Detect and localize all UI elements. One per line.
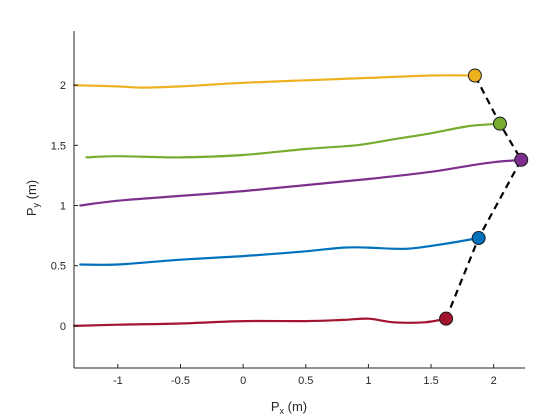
x-tick-label-4: 1 <box>365 375 371 387</box>
series-endpoint-3 <box>514 152 529 167</box>
x-tick-label-3: 0.5 <box>298 375 313 387</box>
y-tick-label-1: 0.5 <box>51 261 66 273</box>
y-tick-label-4: 2 <box>60 80 66 92</box>
endpoint-connector-line <box>445 74 523 320</box>
series-endpoint-5 <box>467 68 482 83</box>
series-line-3 <box>79 158 523 207</box>
x-tick-label-0: -1 <box>113 375 123 387</box>
x-tick-label-5: 1.5 <box>423 375 438 387</box>
series-line-2 <box>79 236 480 266</box>
connector-layer <box>445 74 523 320</box>
y-tick-label-0: 0 <box>60 321 66 333</box>
series-line-4 <box>85 122 501 159</box>
series-line-5 <box>72 74 476 89</box>
series-endpoint-1 <box>439 311 454 326</box>
series-endpoint-4 <box>492 116 507 131</box>
y-axis-title: Py (m) <box>24 180 41 216</box>
y-tick-label-2: 1 <box>60 201 66 213</box>
x-tick-label-6: 2 <box>491 375 497 387</box>
marker-layer <box>439 68 529 326</box>
x-tick-label-1: -0.5 <box>171 375 190 387</box>
x-tick-label-2: 0 <box>240 375 246 387</box>
axes: -1 -0.5 0 0.5 1 1.5 2 0 0.5 1 1.5 2 <box>51 31 525 387</box>
y-tick-label-3: 1.5 <box>51 140 66 152</box>
series-line-1 <box>72 317 448 327</box>
series-endpoint-2 <box>471 231 486 246</box>
x-axis-title: Px (m) <box>271 399 307 416</box>
series-layer <box>72 74 523 327</box>
